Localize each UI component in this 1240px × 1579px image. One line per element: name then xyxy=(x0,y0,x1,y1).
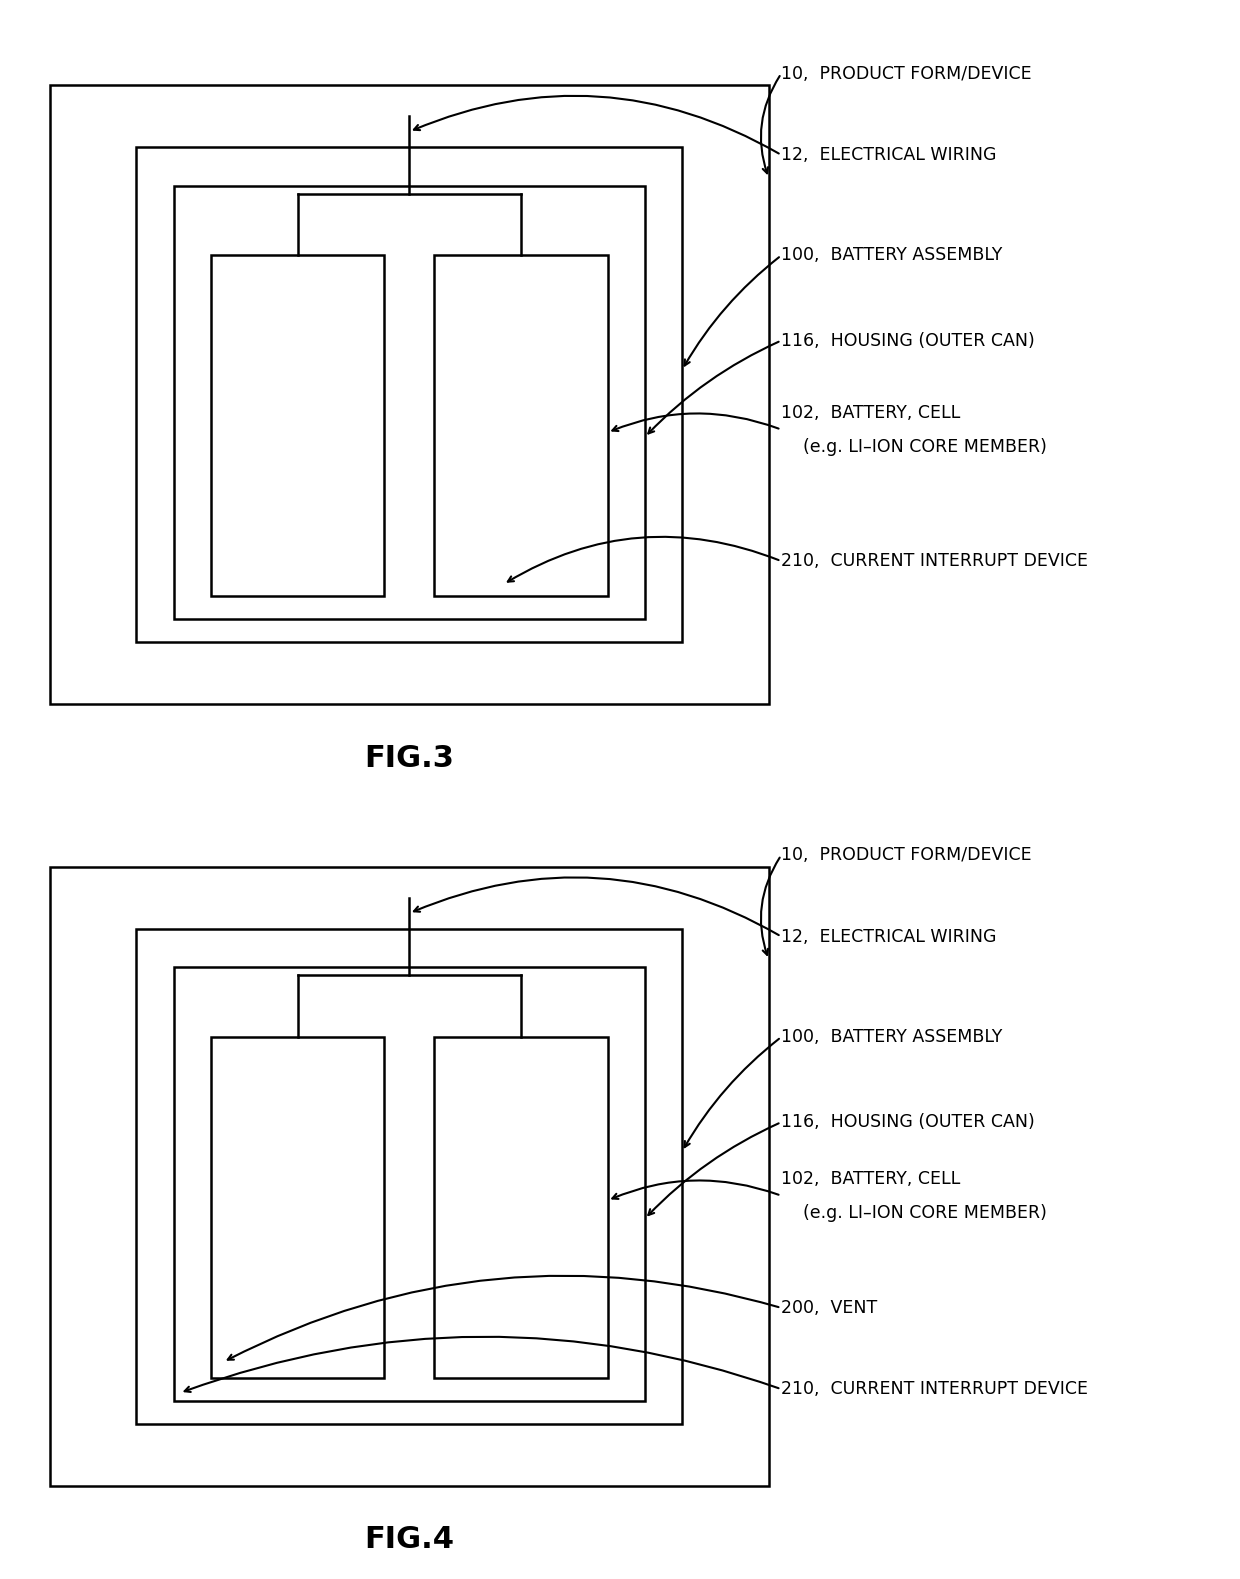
Bar xyxy=(50,85,769,704)
Text: 116,  HOUSING (OUTER CAN): 116, HOUSING (OUTER CAN) xyxy=(781,332,1035,349)
Text: (e.g. LI–ION CORE MEMBER): (e.g. LI–ION CORE MEMBER) xyxy=(781,437,1047,456)
Text: 100,  BATTERY ASSEMBLY: 100, BATTERY ASSEMBLY xyxy=(781,246,1003,264)
Bar xyxy=(211,1037,384,1377)
Text: FIG.3: FIG.3 xyxy=(365,744,454,772)
Text: 100,  BATTERY ASSEMBLY: 100, BATTERY ASSEMBLY xyxy=(781,1028,1003,1045)
Text: 210,  CURRENT INTERRUPT DEVICE: 210, CURRENT INTERRUPT DEVICE xyxy=(781,1380,1089,1397)
Text: (e.g. LI–ION CORE MEMBER): (e.g. LI–ION CORE MEMBER) xyxy=(781,1203,1047,1222)
Text: 12,  ELECTRICAL WIRING: 12, ELECTRICAL WIRING xyxy=(781,927,997,946)
Bar xyxy=(211,256,384,595)
Text: 102,  BATTERY, CELL: 102, BATTERY, CELL xyxy=(781,1170,961,1187)
Bar xyxy=(136,147,682,643)
Text: 200,  VENT: 200, VENT xyxy=(781,1300,878,1317)
Bar xyxy=(434,256,608,595)
Bar xyxy=(50,867,769,1486)
Text: 116,  HOUSING (OUTER CAN): 116, HOUSING (OUTER CAN) xyxy=(781,1113,1035,1131)
Bar xyxy=(174,186,645,619)
Text: FIG.4: FIG.4 xyxy=(365,1525,454,1554)
Text: 210,  CURRENT INTERRUPT DEVICE: 210, CURRENT INTERRUPT DEVICE xyxy=(781,553,1089,570)
Text: 12,  ELECTRICAL WIRING: 12, ELECTRICAL WIRING xyxy=(781,145,997,164)
Text: 10,  PRODUCT FORM/DEVICE: 10, PRODUCT FORM/DEVICE xyxy=(781,65,1032,82)
Text: 102,  BATTERY, CELL: 102, BATTERY, CELL xyxy=(781,404,961,422)
Text: 10,  PRODUCT FORM/DEVICE: 10, PRODUCT FORM/DEVICE xyxy=(781,846,1032,864)
Bar xyxy=(136,928,682,1424)
Bar xyxy=(434,1037,608,1377)
Bar xyxy=(174,968,645,1401)
